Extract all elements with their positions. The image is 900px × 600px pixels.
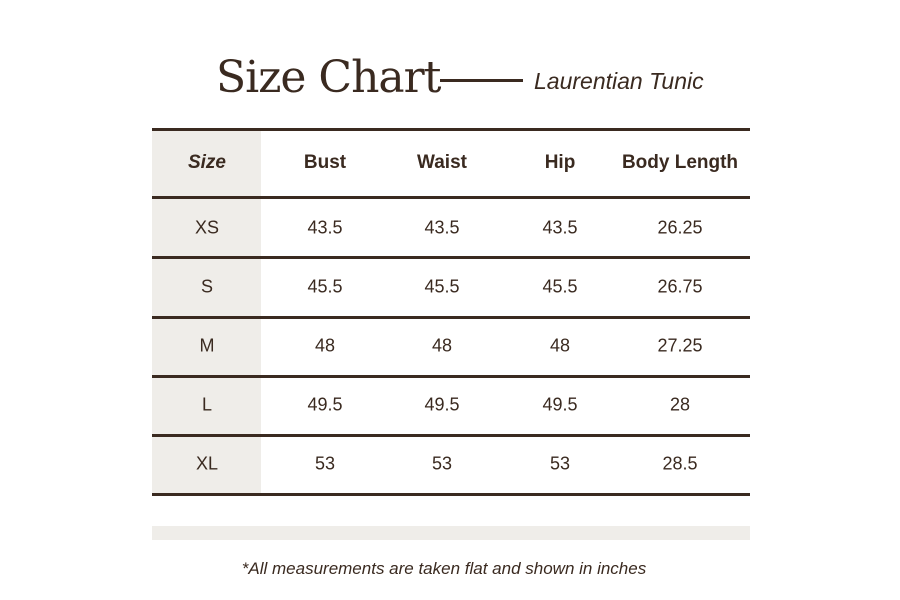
measurement-cell: 45.5	[542, 276, 578, 297]
measurement-cell: 43.5	[424, 217, 460, 238]
measurement-cell: 53	[549, 453, 571, 474]
measurement-cell: 28	[669, 394, 691, 415]
size-label: XS	[194, 217, 220, 238]
size-label: M	[199, 335, 215, 356]
table-rule	[152, 375, 750, 378]
measurement-cell: 49.5	[424, 394, 460, 415]
measurement-cell: 28.5	[662, 453, 698, 474]
product-name: Laurentian Tunic	[534, 68, 704, 94]
size-label: XL	[195, 453, 219, 474]
measurement-cell: 48	[549, 335, 571, 356]
page-title: Size Chart	[216, 52, 441, 103]
table-rule	[152, 434, 750, 437]
measurement-cell: 49.5	[307, 394, 343, 415]
measurement-cell: 53	[431, 453, 453, 474]
measurement-cell: 26.25	[657, 217, 703, 238]
measurement-cell: 49.5	[542, 394, 578, 415]
column-header-hip: Hip	[544, 152, 576, 173]
measurement-cell: 26.75	[657, 276, 703, 297]
table-rule	[152, 256, 750, 259]
measurement-cell: 27.25	[657, 335, 703, 356]
column-header-waist: Waist	[417, 152, 467, 173]
footnote: *All measurements are taken flat and sho…	[241, 559, 647, 578]
column-header-size: Size	[187, 152, 227, 173]
measurement-cell: 45.5	[424, 276, 460, 297]
size-column-shading	[152, 129, 261, 495]
measurement-cell: 45.5	[307, 276, 343, 297]
title-divider	[440, 79, 523, 82]
decorative-bar	[152, 526, 750, 540]
measurement-cell: 48	[431, 335, 453, 356]
table-rule	[152, 128, 750, 131]
size-label: S	[200, 276, 214, 297]
column-header-bust: Bust	[303, 152, 347, 173]
table-rule	[152, 493, 750, 496]
measurement-cell: 53	[314, 453, 336, 474]
measurement-cell: 43.5	[542, 217, 578, 238]
column-header-body-length: Body Length	[621, 152, 739, 173]
size-label: L	[201, 394, 213, 415]
measurement-cell: 48	[314, 335, 336, 356]
measurement-cell: 43.5	[307, 217, 343, 238]
table-rule	[152, 196, 750, 199]
table-rule	[152, 316, 750, 319]
